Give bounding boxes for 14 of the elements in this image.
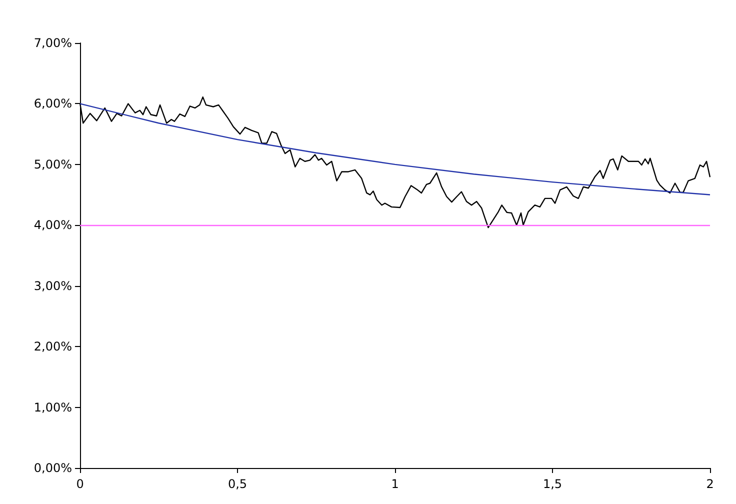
x-tick-label: 0	[76, 477, 84, 491]
y-tick-label: 4,00%	[34, 218, 72, 232]
y-tick-label: 0,00%	[34, 461, 72, 475]
x-tick-label: 1,5	[542, 477, 562, 491]
x-tick-label: 0,5	[228, 477, 248, 491]
line-series	[79, 103, 711, 196]
x-tick-label: 2	[706, 477, 714, 491]
y-tick-label: 3,00%	[34, 278, 72, 293]
y-tick-label: 2,00%	[34, 340, 72, 354]
y-tick-label: 7,00%	[34, 36, 72, 50]
y-tick-label: 5,00%	[34, 157, 72, 172]
y-tick-label: 6,00%	[34, 96, 72, 111]
y-tick-label: 1,00%	[34, 400, 72, 414]
x-tick-label: 1	[391, 477, 399, 491]
